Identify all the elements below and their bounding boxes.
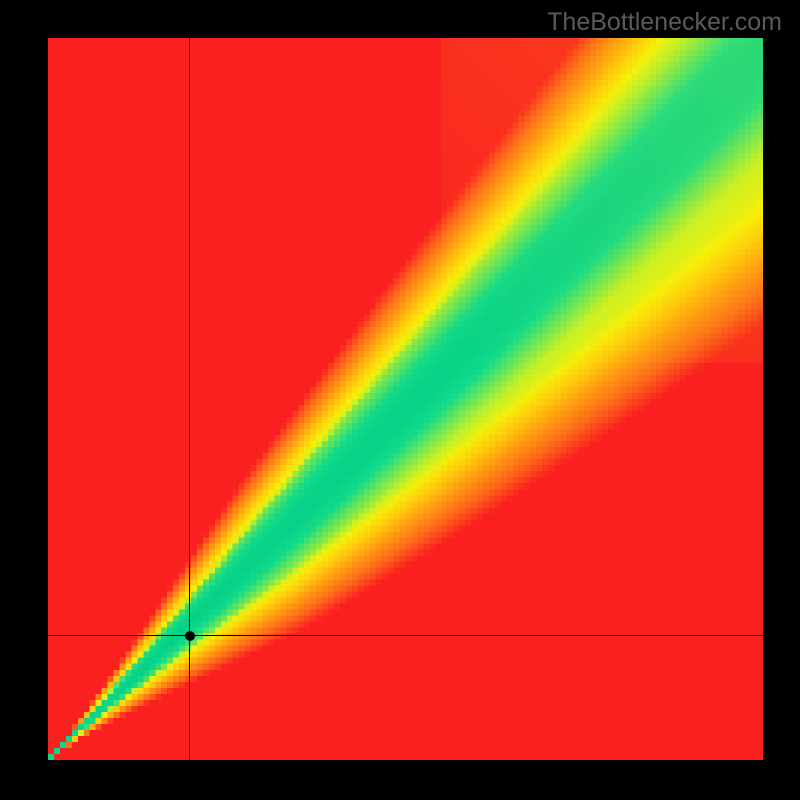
crosshair-marker: [185, 631, 195, 641]
heatmap-canvas: [48, 38, 763, 760]
watermark-text: TheBottlenecker.com: [547, 8, 782, 37]
crosshair-horizontal: [48, 635, 763, 636]
plot-area: [48, 38, 763, 760]
crosshair-vertical: [189, 38, 190, 760]
